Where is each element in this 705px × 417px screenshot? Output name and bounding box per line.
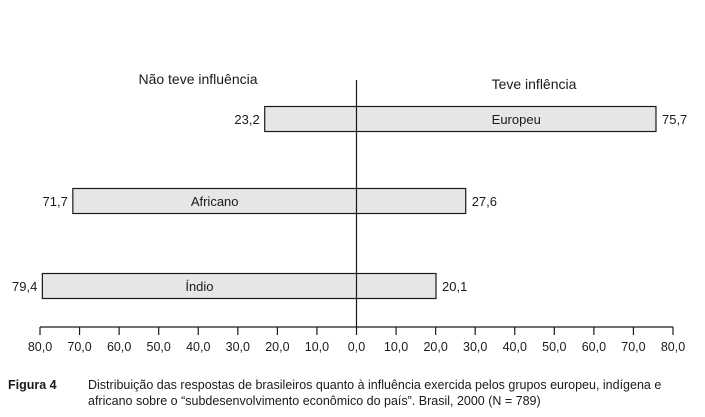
x-tick-label: 20,0 xyxy=(423,340,447,354)
x-tick-label: 60,0 xyxy=(582,340,606,354)
x-tick-label: 0,0 xyxy=(348,340,365,354)
left-value-label: 71,7 xyxy=(43,194,68,209)
x-tick-label: 80,0 xyxy=(661,340,685,354)
figure-caption-text: Distribuição das respostas de brasileiro… xyxy=(88,378,662,408)
right-value-label: 75,7 xyxy=(662,112,687,127)
left-side-label: Não teve influência xyxy=(138,71,257,87)
x-tick-label: 10,0 xyxy=(384,340,408,354)
x-tick-label: 20,0 xyxy=(265,340,289,354)
x-tick-label: 50,0 xyxy=(147,340,171,354)
x-tick-label: 60,0 xyxy=(107,340,131,354)
left-value-label: 23,2 xyxy=(234,112,259,127)
bar-0 xyxy=(264,105,657,133)
x-tick-label: 70,0 xyxy=(621,340,645,354)
x-tick-label: 10,0 xyxy=(305,340,329,354)
category-label: Índio xyxy=(185,279,213,294)
x-tick-label: 70,0 xyxy=(67,340,91,354)
right-value-label: 27,6 xyxy=(472,194,497,209)
bar-2 xyxy=(41,272,437,300)
diverging-bar-chart: Não teve influência Teve inflência 23,2 75,… xyxy=(12,71,687,354)
category-label: Africano xyxy=(191,194,239,209)
category-label: Europeu xyxy=(492,112,541,127)
right-value-label: 20,1 xyxy=(442,279,467,294)
x-tick-label: 40,0 xyxy=(186,340,210,354)
left-value-label: 79,4 xyxy=(12,279,37,294)
x-tick-label: 40,0 xyxy=(503,340,527,354)
figure-label: Figura 4 xyxy=(8,378,57,392)
x-tick-label: 50,0 xyxy=(542,340,566,354)
right-side-label: Teve inflência xyxy=(492,76,577,92)
x-tick-label: 80,0 xyxy=(28,340,52,354)
x-tick-label: 30,0 xyxy=(463,340,487,354)
bar-1 xyxy=(72,187,467,215)
x-tick-label: 30,0 xyxy=(226,340,250,354)
